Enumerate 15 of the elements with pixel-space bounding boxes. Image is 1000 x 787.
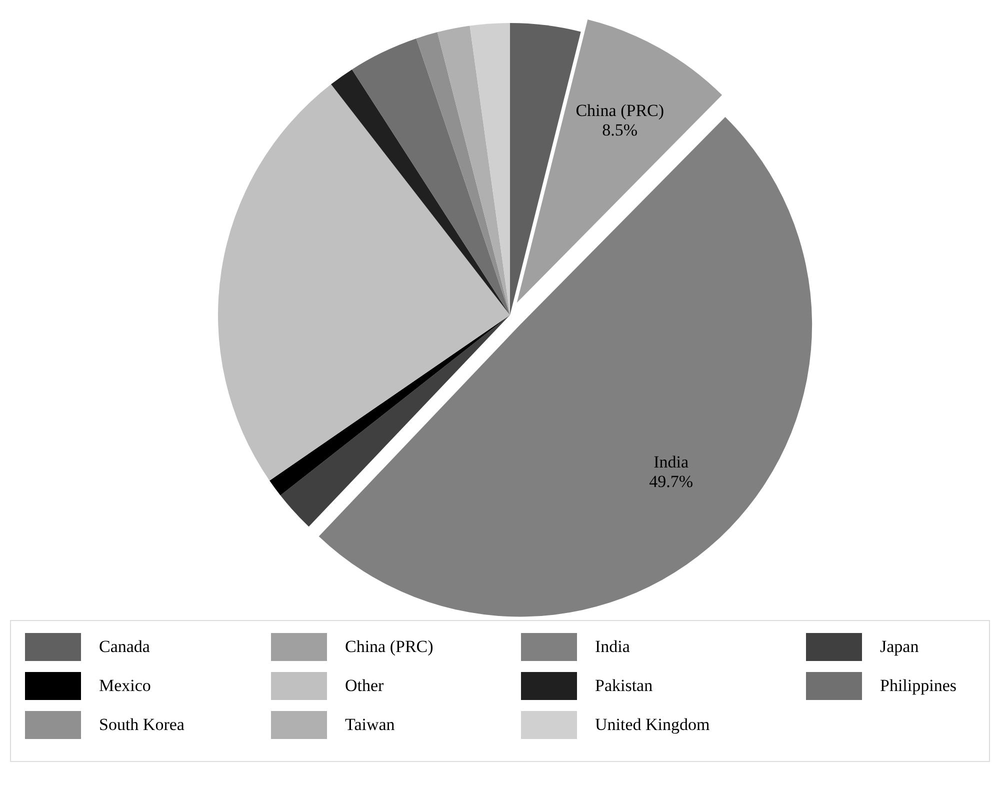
legend-label: China (PRC) (345, 637, 434, 657)
slice-label: China (PRC) (576, 101, 664, 120)
data-label: 49.7% (649, 472, 693, 492)
legend-label: South Korea (99, 715, 184, 735)
legend-label: Philippines (880, 676, 957, 696)
legend-label: Taiwan (345, 715, 395, 735)
legend-label: India (595, 637, 630, 657)
legend-label: Pakistan (595, 676, 653, 696)
legend-label: Mexico (99, 676, 151, 696)
slice-label: India (654, 452, 689, 472)
legend-label: Other (345, 676, 384, 696)
legend-label: Canada (99, 637, 150, 657)
legend-label: United Kingdom (595, 715, 710, 735)
legend-label: Japan (880, 637, 919, 657)
data-label: 8.5% (602, 120, 638, 140)
